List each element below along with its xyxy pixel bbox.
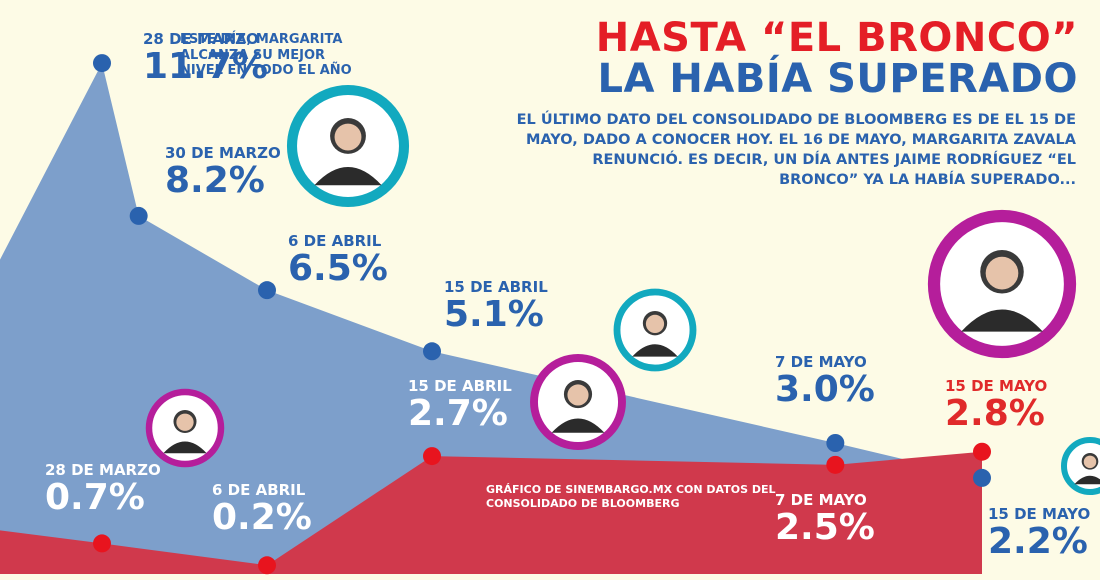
marker-bronco [826,455,845,474]
marker-margarita [129,206,148,225]
data-label-bronco-7-mayo: 7 DE MAYO 2.5% [775,493,875,546]
data-label-date: 30 DE MARZO [165,144,281,162]
data-label-date: 6 DE ABRIL [288,232,382,250]
bronco-portrait-small [145,388,225,468]
data-label-date: 28 DE MARZO [45,461,161,479]
marker-bronco [93,534,111,553]
data-label-date: 15 DE ABRIL [444,278,548,296]
area-margarita [0,63,982,574]
marker-margarita [826,434,845,452]
person-portrait-icon [551,380,605,433]
person-portrait-icon [1074,453,1100,485]
data-label-bronco-15-mayo: 15 DE MAYO 2.8% [945,379,1047,432]
data-label-date: 28 DE MARZO [143,30,259,48]
margarita-portrait-mid [613,288,697,372]
data-label-value: 0.7% [45,477,145,518]
data-label-value: 2.8% [945,393,1045,434]
marker-bronco [258,556,276,575]
marker-bronco [423,447,441,466]
chart-title-line-1: HASTA “EL BRONCO” [595,15,1078,61]
source-credit: GRÁFICO DE SINEMBARGO.MX CON DATOS DEL C… [486,483,776,510]
marker-margarita [258,281,276,300]
data-label-bronco-15-abril: 15 DE ABRIL 2.7% [408,379,512,432]
data-label-value: 8.2% [165,160,265,201]
data-label-date: 7 DE MAYO [775,491,867,509]
bronco-portrait-large [927,209,1077,359]
data-label-margarita-28-marzo: 28 DE MARZO 11.7% [143,32,268,85]
intro-text: EL ÚLTIMO DATO DEL CONSOLIDADO DE BLOOMB… [516,112,1076,188]
marker-margarita [93,54,111,73]
chart-title: HASTA “EL BRONCO” LA HABÍA SUPERADO [596,18,1078,100]
data-label-value: 5.1% [444,294,544,335]
marker-bronco [973,442,991,461]
data-label-value: 2.2% [988,521,1088,562]
data-label-value: 3.0% [775,369,875,410]
annotation-best-level: ESTE DÍA, MARGARITA ALCANZA SU MEJOR NIV… [180,32,352,79]
data-label-date: 15 DE ABRIL [408,377,512,395]
data-label-margarita-6-abril: 6 DE ABRIL 6.5% [288,234,388,287]
data-label-value: 6.5% [288,248,388,289]
chart-title-line-2: LA HABÍA SUPERADO [597,55,1078,102]
margarita-portrait-edge [1061,437,1100,495]
data-label-value: 0.2% [212,497,312,538]
data-label-margarita-15-mayo: 15 DE MAYO 2.2% [988,507,1090,560]
data-label-value: 2.5% [775,507,875,548]
person-portrait-icon [314,118,382,186]
data-label-bronco-28-marzo: 28 DE MARZO 0.7% [45,463,161,516]
data-label-value: 11.7% [143,46,268,87]
data-label-margarita-7-mayo: 7 DE MAYO 3.0% [775,355,875,408]
area-bronco [0,451,982,574]
data-label-date: 15 DE MAYO [988,505,1091,523]
marker-margarita [423,342,441,361]
marker-margarita [973,468,991,487]
bronco-portrait-mid [530,354,626,450]
person-portrait-icon [632,311,678,357]
margarita-portrait-large [286,84,410,208]
data-label-margarita-30-marzo: 30 DE MARZO 8.2% [165,146,281,199]
data-label-bronco-6-abril: 6 DE ABRIL 0.2% [212,483,312,536]
data-label-date: 7 DE MAYO [775,353,867,371]
data-label-date: 6 DE ABRIL [212,481,306,499]
data-label-margarita-15-abril: 15 DE ABRIL 5.1% [444,280,548,333]
data-label-value: 2.7% [408,393,508,434]
person-portrait-icon [961,250,1043,332]
data-label-date: 15 DE MAYO [945,377,1048,395]
person-portrait-icon [163,410,207,454]
